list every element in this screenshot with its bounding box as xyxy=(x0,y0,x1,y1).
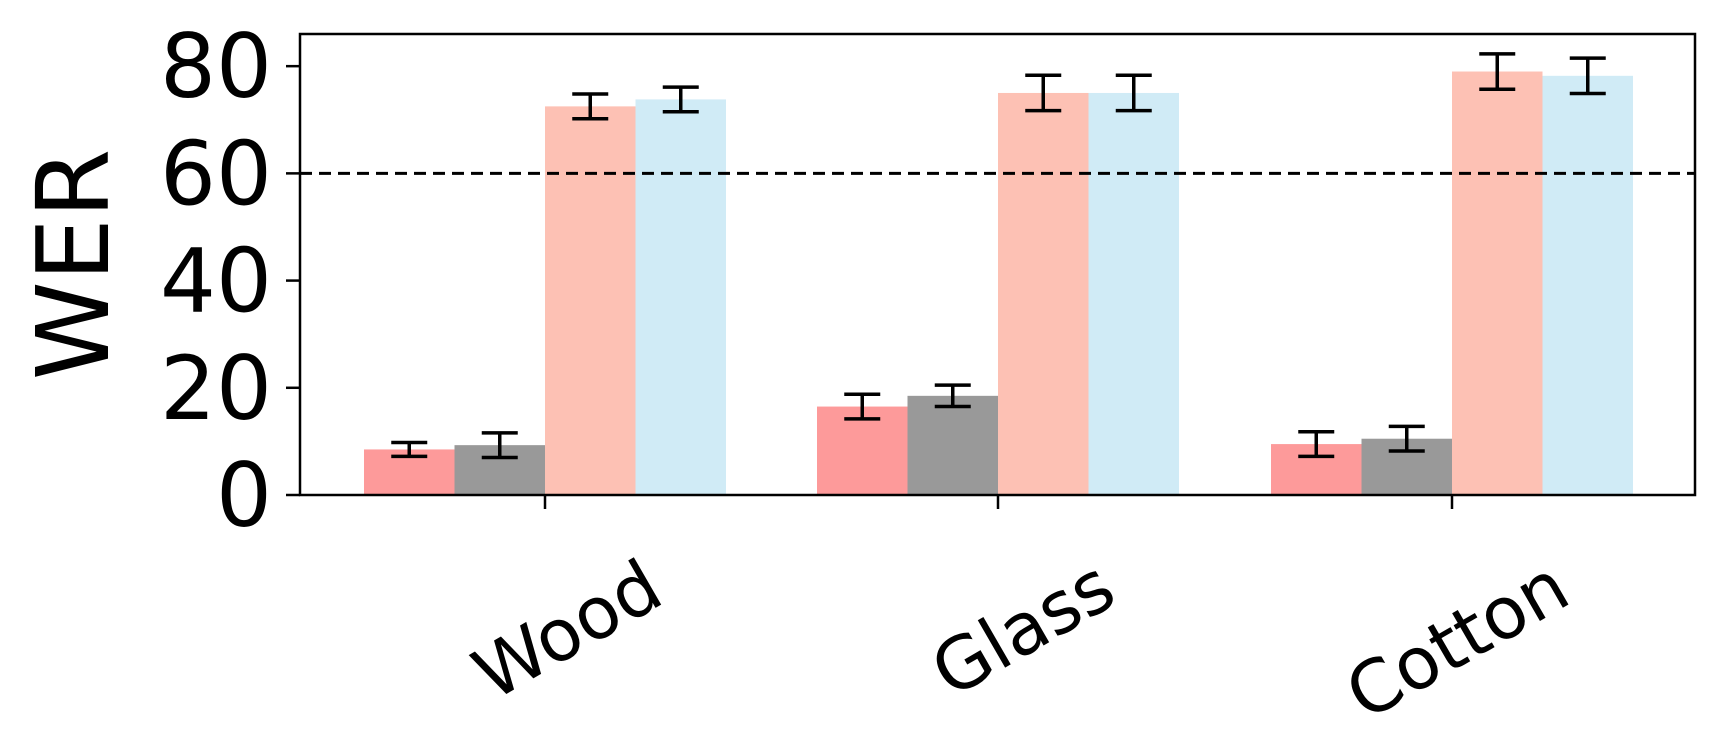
y-tick-label: 20 xyxy=(160,337,272,440)
bar xyxy=(545,106,636,496)
bar xyxy=(998,92,1089,495)
bar xyxy=(907,395,998,495)
bar xyxy=(1088,92,1179,495)
bars-layer xyxy=(364,71,1633,496)
error-bars-layer xyxy=(391,52,1606,460)
y-tick-label: 40 xyxy=(160,230,272,333)
x-tick-label: Glass xyxy=(917,543,1128,713)
x-tick-label: Wood xyxy=(459,543,675,716)
y-axis-title: WER xyxy=(15,149,132,381)
bar xyxy=(1542,75,1633,495)
bar xyxy=(1452,71,1543,495)
y-tick-label: 0 xyxy=(216,444,272,547)
x-axis: Wood Glass Cotton xyxy=(459,495,1582,736)
y-tick-label: 60 xyxy=(160,122,272,225)
y-tick-label: 80 xyxy=(160,15,272,118)
bar xyxy=(635,99,726,495)
bar xyxy=(817,406,908,495)
x-tick-label: Cotton xyxy=(1332,543,1582,736)
